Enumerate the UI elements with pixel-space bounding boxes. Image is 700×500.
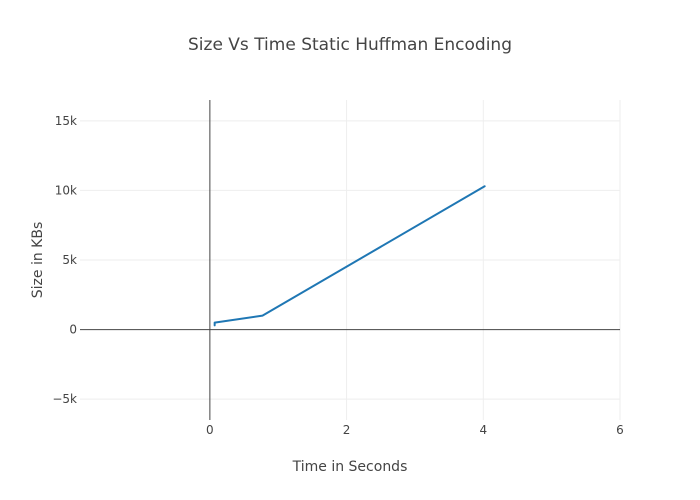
x-tick-label: 2: [343, 423, 351, 437]
y-tick-label: 0: [69, 323, 77, 337]
zero-lines-layer: [80, 100, 620, 420]
y-axis-title: Size in KBs: [30, 222, 46, 298]
x-tick-label: 4: [479, 423, 487, 437]
series-line: [213, 185, 486, 327]
x-tick-label: 6: [616, 423, 624, 437]
x-tick-label: 0: [206, 423, 214, 437]
grid-layer: [80, 100, 621, 420]
chart-title: Size Vs Time Static Huffman Encoding: [188, 35, 512, 55]
y-tick-label: 10k: [55, 183, 77, 197]
series-layer: [213, 185, 486, 327]
tick-labels-layer: 0 2 4 6 −5k 0 5k 10k 15k: [52, 114, 623, 437]
y-tick-label: −5k: [52, 392, 77, 406]
y-tick-label: 5k: [62, 253, 77, 267]
y-tick-label: 15k: [55, 114, 77, 128]
x-axis-title: Time in Seconds: [292, 459, 408, 475]
